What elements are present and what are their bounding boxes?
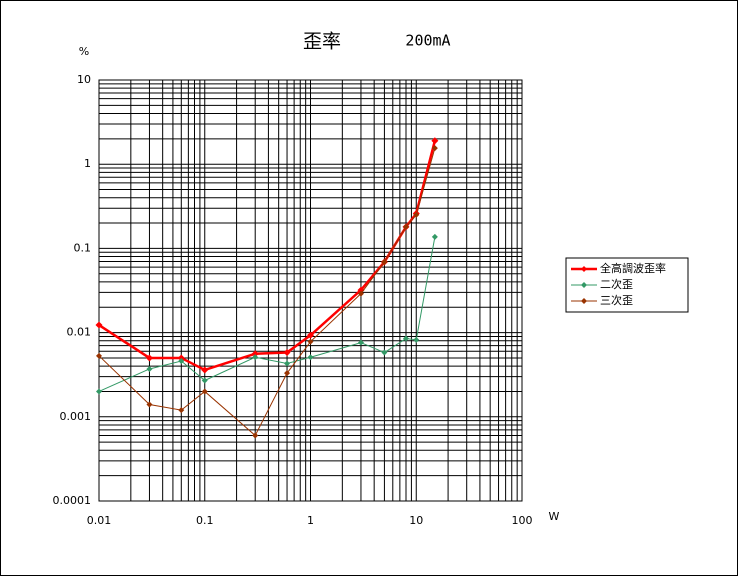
x-axis-label: W: [549, 510, 560, 523]
data-point: [252, 354, 259, 361]
data-point: [201, 366, 209, 374]
data-point: [431, 145, 438, 152]
data-point: [251, 350, 259, 358]
data-point: [96, 388, 102, 395]
legend-label: 全高調波歪率: [600, 261, 666, 275]
x-tick-label: 10: [409, 514, 423, 527]
data-point: [178, 407, 185, 414]
data-point: [357, 339, 364, 346]
data-point: [201, 377, 208, 384]
y-tick-label: 10: [77, 73, 91, 86]
data-point: [307, 331, 314, 339]
data-point: [284, 360, 291, 367]
data-point: [413, 336, 420, 343]
data-point: [403, 223, 410, 230]
data-point: [177, 354, 185, 362]
data-point: [431, 233, 438, 240]
legend-label: 二次歪: [600, 277, 633, 291]
data-point: [381, 349, 388, 356]
x-tick-label: 0.1: [196, 514, 214, 527]
chart-title: 歪率: [303, 31, 341, 53]
chart-subtitle: 200mA: [405, 32, 450, 50]
data-point: [431, 137, 439, 145]
x-tick-label: 1: [307, 514, 314, 527]
data-point: [96, 352, 102, 359]
data-point: [284, 370, 291, 377]
data-point: [145, 354, 153, 362]
y-tick-label: 1: [84, 157, 91, 170]
y-tick-label: 0.001: [60, 410, 92, 423]
x-tick-label: 0.01: [87, 514, 112, 527]
data-point: [307, 354, 314, 361]
data-point: [307, 338, 314, 345]
data-point: [381, 258, 388, 265]
data-point: [95, 321, 103, 329]
legend-marker: [581, 282, 587, 288]
data-point: [357, 290, 364, 297]
data-point: [252, 432, 259, 439]
legend-label: 三次歪: [600, 293, 633, 307]
data-point: [146, 365, 153, 372]
legend-marker: [581, 266, 587, 272]
y-tick-label: 0.1: [74, 241, 92, 254]
y-tick-label: 0.01: [67, 326, 92, 339]
data-point: [178, 357, 185, 364]
data-point: [403, 335, 410, 342]
y-axis-label: %: [79, 45, 89, 58]
legend-marker: [581, 298, 587, 304]
data-point: [146, 401, 153, 408]
data-point: [283, 349, 291, 357]
data-point: [201, 388, 208, 395]
y-tick-label: 0.0001: [53, 494, 92, 507]
data-point: [413, 211, 420, 218]
series-line: [98, 148, 436, 437]
x-tick-label: 100: [512, 514, 533, 527]
